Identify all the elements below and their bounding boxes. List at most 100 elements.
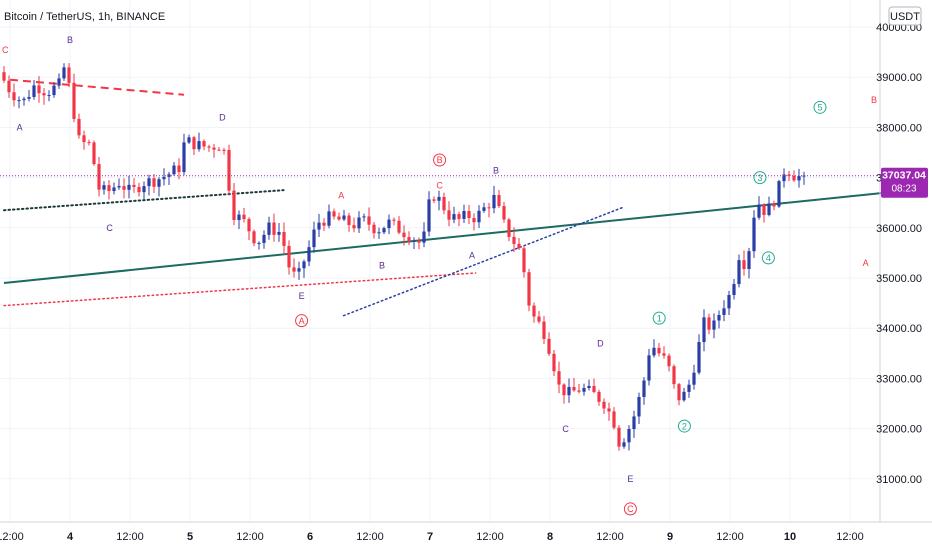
candle-body xyxy=(152,178,156,187)
wave-label: C xyxy=(627,504,634,514)
candle-body xyxy=(372,224,376,234)
candle-body xyxy=(122,186,126,190)
candle-body xyxy=(92,142,96,165)
price-tick-label: 32000.00 xyxy=(876,424,922,436)
wave-label: B xyxy=(379,261,385,271)
wave-label-circle xyxy=(295,314,309,328)
wave-label-circle xyxy=(753,171,767,185)
candle-body xyxy=(177,165,181,173)
candle-body xyxy=(192,137,196,150)
candle-body xyxy=(147,178,151,187)
candle-body xyxy=(22,98,26,101)
candle-body xyxy=(537,316,541,322)
candle-body xyxy=(482,207,486,211)
candle-body xyxy=(777,181,781,207)
candle-body xyxy=(397,220,401,233)
candle-body xyxy=(727,295,731,309)
candle-body xyxy=(82,135,86,143)
candle-body xyxy=(17,100,21,102)
candle-body xyxy=(337,216,341,220)
candle-body xyxy=(7,80,11,93)
wave-label: E xyxy=(299,291,305,301)
wave-label: 3 xyxy=(757,173,762,183)
candle-body xyxy=(637,396,641,417)
candle-body xyxy=(342,215,346,220)
candle-body xyxy=(752,217,756,252)
candle-body xyxy=(57,78,61,86)
candle-body xyxy=(37,85,41,94)
candle-body xyxy=(257,242,261,244)
candle-body xyxy=(702,317,706,343)
candle-body xyxy=(447,210,451,220)
candle-body xyxy=(87,142,91,144)
candle-body xyxy=(792,175,796,181)
candle-body xyxy=(722,308,726,315)
candle-body xyxy=(302,261,306,269)
current-price-value: 37037.04 xyxy=(882,170,926,182)
candle-body xyxy=(202,141,206,147)
candle-body xyxy=(217,149,221,151)
wave-label: D xyxy=(597,338,604,348)
wave-label-circle xyxy=(623,502,637,516)
time-tick-label: 5 xyxy=(187,531,193,543)
candle-body xyxy=(237,214,241,220)
candle-body xyxy=(797,176,801,181)
candle-body xyxy=(772,203,776,207)
candle-body xyxy=(612,411,616,428)
candle-body xyxy=(347,215,351,226)
candle-body xyxy=(682,391,686,401)
trend-line xyxy=(9,78,185,96)
candle-body xyxy=(602,401,606,409)
grid xyxy=(0,0,880,522)
wave-label-circle xyxy=(813,100,827,114)
candle-body xyxy=(527,272,531,306)
candle-body xyxy=(597,391,601,402)
candle-body xyxy=(587,385,591,388)
time-tick-label: 12:00 xyxy=(836,531,864,543)
price-tick-label: 33000.00 xyxy=(876,373,922,385)
candle-body xyxy=(377,232,381,234)
time-axis[interactable]: 12:00 4 12:00 5 12:00 6 12:00 7 12:00 8 12:00 9 12:0… xyxy=(0,531,864,543)
price-tick-label: 35000.00 xyxy=(876,273,922,285)
time-tick-label: 6 xyxy=(307,531,313,543)
candle-body xyxy=(477,210,481,223)
candle-body xyxy=(532,305,536,317)
candle-countdown: 08:23 xyxy=(891,184,916,195)
wave-label: A xyxy=(338,190,344,200)
wave-label: B xyxy=(493,165,499,175)
time-tick-label: 8 xyxy=(547,531,553,543)
wave-label: C xyxy=(106,223,113,233)
candle-body xyxy=(707,317,711,330)
candle-body xyxy=(737,260,741,285)
wave-label: A xyxy=(863,258,869,268)
time-tick-label: 12:00 xyxy=(716,531,744,543)
candle-body xyxy=(522,248,526,273)
time-tick-label: 4 xyxy=(67,531,74,543)
candle-body xyxy=(487,207,491,209)
candle-body xyxy=(322,222,326,226)
candle-body xyxy=(712,320,716,330)
price-tick-label: 31000.00 xyxy=(876,474,922,486)
wave-label: D xyxy=(219,113,226,123)
candle-body xyxy=(167,174,171,177)
candle-body xyxy=(667,355,671,367)
candle-body xyxy=(567,387,571,396)
time-tick-label: 12:00 xyxy=(356,531,384,543)
candle-body xyxy=(262,234,266,243)
price-axis[interactable]: 31000.00 32000.00 33000.00 34000.00 35000.00… xyxy=(876,22,922,486)
candle-body xyxy=(677,384,681,401)
candle-body xyxy=(542,321,546,339)
candle-body xyxy=(547,338,551,354)
wave-label: C xyxy=(436,180,443,190)
wave-label-circle xyxy=(652,311,666,325)
candle-body xyxy=(392,219,396,221)
candle-body xyxy=(252,231,256,244)
current-price-tag: 37037.04 08:23 xyxy=(881,167,928,198)
chart-title: Bitcoin / TetherUS, 1h, BINANCE xyxy=(4,11,165,23)
candle-body xyxy=(687,384,691,392)
candle-body xyxy=(112,187,116,192)
candle-body xyxy=(442,196,446,211)
candle-body xyxy=(227,149,231,191)
currency-badge[interactable]: USDT xyxy=(888,6,922,26)
